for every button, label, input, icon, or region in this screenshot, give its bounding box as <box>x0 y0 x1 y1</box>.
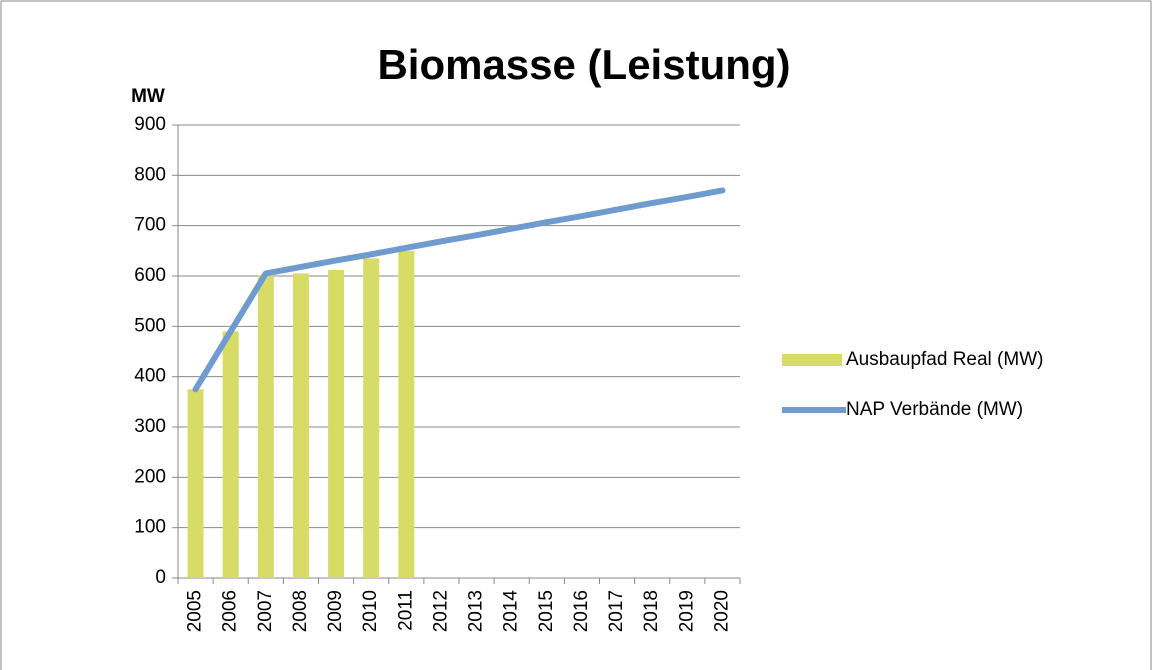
x-tick-label: 2016 <box>571 590 592 632</box>
y-tick-label: 600 <box>134 265 166 286</box>
x-tick-label: 2015 <box>536 590 557 632</box>
bar <box>363 258 380 578</box>
x-tick-label: 2012 <box>430 590 451 632</box>
y-tick-label: 500 <box>134 315 166 336</box>
x-tick-label: 2008 <box>290 590 311 632</box>
legend-symbol <box>782 354 842 366</box>
bar <box>328 269 345 578</box>
x-tick-label: 2019 <box>676 590 697 632</box>
x-tick-label: 2011 <box>395 590 416 631</box>
x-tick-label: 2009 <box>325 590 346 632</box>
x-tick-label: 2006 <box>220 590 241 632</box>
y-tick-label: 0 <box>155 567 166 588</box>
legend-label: NAP Verbände (MW) <box>846 399 1023 420</box>
y-tick-label: 300 <box>134 416 166 437</box>
x-tick-label: 2013 <box>466 590 487 632</box>
y-tick-label: 200 <box>134 466 166 487</box>
x-tick-label: 2005 <box>185 590 206 632</box>
x-tick-label: 2017 <box>606 590 627 632</box>
x-tick-label: 2018 <box>641 590 662 632</box>
bar <box>222 331 239 578</box>
x-tick-label: 2020 <box>711 590 732 632</box>
x-tick-label: 2014 <box>501 590 522 633</box>
y-tick-label: 400 <box>134 366 166 387</box>
x-tick-label: 2007 <box>255 590 276 632</box>
x-tick-label: 2010 <box>360 590 381 632</box>
bar <box>292 273 309 578</box>
line <box>192 187 726 393</box>
y-tick-label: 100 <box>134 517 166 538</box>
y-tick-label: 800 <box>134 164 166 185</box>
chart-title: Biomasse (Leistung) <box>377 41 790 88</box>
bar <box>187 389 204 578</box>
y-tick-label: 900 <box>134 114 166 135</box>
y-tick-label: 700 <box>134 215 166 236</box>
y-axis-label: MW <box>131 86 165 107</box>
bar <box>257 274 274 578</box>
bar <box>398 250 415 579</box>
legend-label: Ausbaupfad Real (MW) <box>846 349 1043 370</box>
